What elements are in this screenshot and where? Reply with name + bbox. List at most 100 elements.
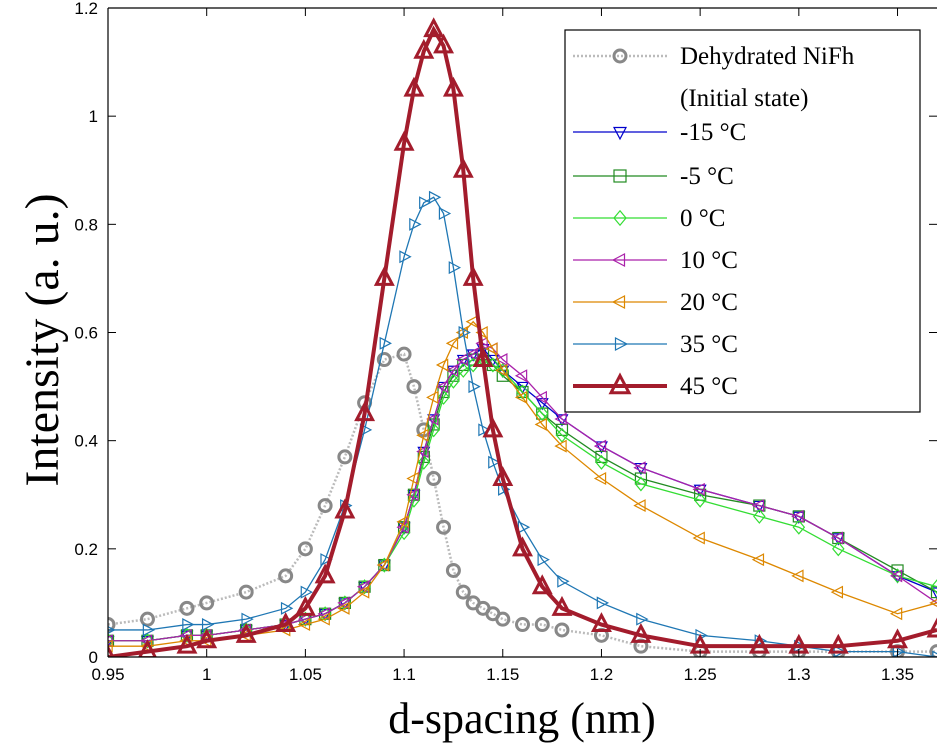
- data-point: [551, 595, 573, 616]
- data-point: [458, 326, 471, 339]
- data-point: [108, 625, 116, 634]
- data-point: [751, 499, 765, 513]
- data-point: [534, 390, 547, 404]
- data-point: [435, 358, 449, 372]
- x-tick-label: 1.3: [787, 665, 811, 684]
- data-point: [409, 217, 422, 231]
- data-point: [354, 401, 376, 422]
- legend-entry-35-degc: 35 °C: [573, 331, 738, 358]
- legend-entry-0-degc: 0 °C: [573, 205, 725, 232]
- data-point: [590, 612, 612, 633]
- legend-label: 45 °C: [680, 373, 738, 400]
- x-tick-label: 0.95: [91, 665, 124, 684]
- data-point: [465, 347, 478, 361]
- data-point: [376, 352, 392, 368]
- data-point: [396, 346, 412, 362]
- data-point: [634, 476, 648, 492]
- data-point: [930, 587, 937, 600]
- data-point: [445, 363, 459, 377]
- data-point: [827, 633, 849, 654]
- y-tick-label: 0: [89, 648, 98, 667]
- legend-label: -15 °C: [680, 119, 746, 146]
- data-point: [472, 347, 494, 368]
- data-point: [379, 336, 392, 350]
- x-tick-label: 1.15: [486, 665, 519, 684]
- data-point: [930, 585, 937, 599]
- x-tick-label: 1.35: [881, 665, 914, 684]
- legend-label: 10 °C: [680, 247, 738, 274]
- data-point: [406, 488, 419, 502]
- data-point: [516, 381, 529, 395]
- data-point: [496, 365, 510, 378]
- data-point: [428, 190, 442, 204]
- data-point: [482, 417, 504, 438]
- data-point: [317, 498, 333, 514]
- data-point: [889, 569, 903, 583]
- data-point: [314, 563, 336, 584]
- series-line-35-degc: [108, 196, 937, 657]
- y-tick-label: 0.2: [74, 540, 98, 559]
- legend-entry-45-degc: 45 °C: [573, 372, 738, 400]
- data-point: [537, 553, 550, 567]
- data-point: [337, 449, 353, 465]
- y-tick-label: 0.8: [74, 215, 98, 234]
- data-point: [416, 428, 429, 442]
- data-point: [887, 628, 909, 649]
- data-point: [596, 596, 610, 610]
- series-line-45-degc: [108, 25, 937, 657]
- data-point: [486, 354, 500, 368]
- legend-marker: [611, 295, 626, 309]
- data-point: [488, 455, 501, 469]
- data-point: [445, 336, 459, 350]
- data-point: [516, 384, 529, 400]
- legend-marker: [612, 48, 628, 64]
- data-point: [636, 612, 649, 626]
- data-point: [377, 560, 391, 573]
- legend-marker: [613, 209, 627, 227]
- data-point: [426, 412, 439, 426]
- data-point: [419, 196, 432, 210]
- data-point: [108, 644, 115, 657]
- data-point: [300, 585, 313, 599]
- data-point: [557, 574, 570, 588]
- data-point: [407, 490, 421, 503]
- data-point: [437, 389, 450, 405]
- data-point: [492, 466, 514, 487]
- x-tick-label: 1.05: [289, 665, 322, 684]
- data-point: [436, 519, 452, 535]
- legend-label: Dehydrated NiFh: [680, 43, 855, 70]
- data-point: [926, 617, 937, 638]
- series-layer: [108, 17, 937, 657]
- data-point: [455, 353, 469, 367]
- data-point: [633, 499, 646, 513]
- data-point: [455, 326, 469, 339]
- data-point: [457, 362, 470, 378]
- legend-entry-5-degc: -5 °C: [573, 163, 734, 190]
- data-point: [554, 412, 567, 426]
- data-point: [182, 618, 195, 632]
- data-point: [630, 622, 652, 643]
- data-point: [334, 498, 356, 519]
- data-point: [554, 622, 570, 638]
- legend-marker: [613, 126, 627, 141]
- x-tick-label: 1.1: [392, 665, 416, 684]
- legend-marker: [614, 337, 629, 351]
- data-point: [534, 417, 547, 431]
- data-point: [535, 406, 549, 422]
- legend: (Initial state) Dehydrated NiFh -15 °C -5 …: [564, 29, 921, 413]
- data-point: [595, 454, 608, 470]
- data-point: [445, 562, 461, 578]
- data-point: [426, 471, 442, 487]
- data-point: [692, 482, 705, 496]
- data-point: [297, 541, 313, 557]
- y-tick-label: 0.6: [74, 324, 98, 343]
- data-point: [929, 598, 937, 607]
- data-point: [495, 353, 508, 367]
- legend-label: 35 °C: [680, 331, 738, 358]
- data-point: [406, 472, 419, 486]
- data-point: [235, 622, 257, 643]
- data-point: [399, 250, 412, 264]
- data-point: [280, 601, 294, 615]
- data-point: [830, 531, 844, 545]
- data-point: [433, 33, 455, 54]
